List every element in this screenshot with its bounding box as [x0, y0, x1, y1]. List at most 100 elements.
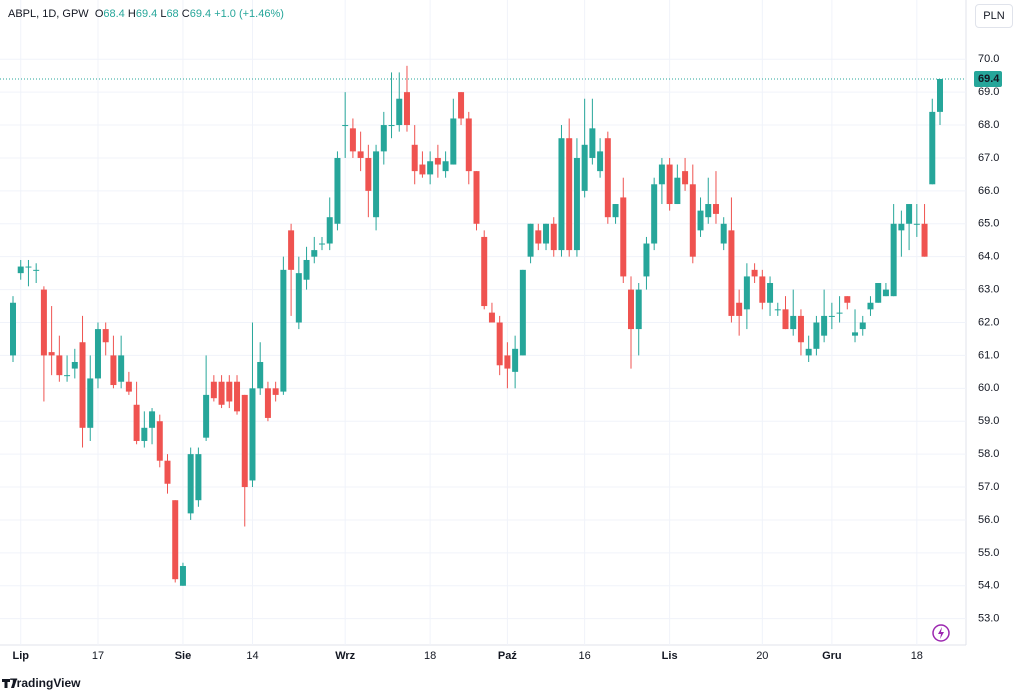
y-tick-label: 56.0 — [978, 514, 999, 526]
change: +1.0 (+1.46%) — [214, 8, 284, 20]
y-tick-label: 55.0 — [978, 547, 999, 559]
candle-body — [10, 302, 16, 356]
x-tick-label: Lis — [662, 650, 678, 662]
candle-body — [651, 184, 658, 244]
candle-body — [597, 151, 604, 172]
candle-body — [674, 177, 681, 205]
candle-body — [566, 138, 573, 251]
candle-body — [25, 266, 32, 268]
candle-body — [635, 289, 642, 330]
candle-body — [906, 204, 913, 224]
candle-body — [720, 223, 727, 244]
candle-body — [56, 355, 63, 376]
candle-body — [512, 348, 519, 372]
ohlc-value: 69.4 — [189, 8, 212, 20]
candle-body — [821, 315, 828, 336]
y-tick-label: 67.0 — [978, 152, 999, 164]
candle-body — [226, 381, 233, 402]
y-tick-label: 58.0 — [978, 448, 999, 460]
candle-body — [311, 250, 318, 257]
candle-body — [295, 273, 302, 323]
candle-body — [828, 315, 835, 317]
candle-body — [712, 204, 719, 214]
candle-body — [365, 157, 372, 191]
candle-body — [658, 164, 665, 185]
candle-body — [689, 184, 696, 257]
candle-body — [442, 161, 449, 172]
x-tick-label: 18 — [911, 650, 923, 662]
candle-body — [797, 315, 804, 343]
candle-body — [867, 302, 874, 310]
candle-body — [87, 378, 94, 428]
currency-button[interactable]: PLN — [975, 4, 1013, 28]
y-tick-label: 53.0 — [978, 613, 999, 625]
y-tick-label: 60.0 — [978, 382, 999, 394]
x-tick-label: Paź — [498, 650, 517, 662]
candle-body — [349, 128, 356, 152]
candle-body — [388, 125, 395, 127]
candle-body — [203, 394, 210, 438]
candle-body — [805, 348, 812, 356]
candle-body — [280, 269, 287, 392]
candle-body — [411, 144, 418, 172]
candle-body — [172, 500, 179, 580]
y-tick-label: 61.0 — [978, 349, 999, 361]
candle-body — [852, 332, 859, 336]
candle-body — [751, 269, 758, 277]
symbol: ABPL, 1D, GPW — [8, 8, 89, 20]
candle-body — [64, 375, 71, 377]
candle-body — [666, 164, 673, 205]
candle-body — [705, 204, 712, 218]
candle-body — [434, 157, 441, 165]
candle-body — [628, 289, 634, 330]
candle-body — [481, 236, 488, 307]
candle-body — [450, 118, 457, 165]
candle-body — [156, 421, 163, 461]
y-tick-label: 57.0 — [978, 481, 999, 493]
candle-body — [736, 302, 743, 316]
y-tick-label: 59.0 — [978, 415, 999, 427]
candle-body — [210, 381, 217, 399]
candle-body — [836, 312, 843, 314]
candle-body — [937, 78, 943, 112]
x-tick-label: Wrz — [335, 650, 355, 662]
candle-body — [535, 230, 542, 244]
y-tick-label: 64.0 — [978, 251, 999, 263]
brand: TradingView — [10, 676, 81, 690]
x-tick-label: Lip — [12, 650, 29, 662]
candle-body — [875, 283, 882, 303]
y-tick-label: 69.0 — [978, 86, 999, 98]
candle-body — [149, 411, 156, 428]
y-tick-label: 70.0 — [978, 53, 999, 65]
candle-body — [519, 269, 526, 356]
candle-body — [33, 269, 40, 271]
candle-body — [125, 381, 132, 392]
candle-body — [558, 138, 565, 251]
grid — [0, 0, 966, 645]
candle-body — [164, 460, 171, 484]
candle-body — [303, 259, 310, 280]
candle-body — [890, 223, 897, 297]
y-tick-label: 62.0 — [978, 316, 999, 328]
flash-icon[interactable] — [932, 624, 950, 642]
x-tick-label: 20 — [756, 650, 768, 662]
candle-body — [697, 210, 704, 231]
candle-body — [427, 161, 434, 175]
candle-body — [581, 144, 588, 191]
x-tick-label: 14 — [246, 650, 258, 662]
candle-body — [326, 217, 333, 244]
candle-body — [767, 283, 774, 303]
x-tick-label: Sie — [175, 650, 192, 662]
candle-body — [110, 355, 117, 386]
candle-body — [898, 223, 905, 231]
logo-icon — [2, 679, 17, 688]
candle-body — [913, 223, 920, 225]
candle-body — [419, 164, 426, 175]
candle-body — [774, 309, 781, 311]
candle-body — [195, 454, 202, 501]
price-label: 69.4 — [978, 73, 1000, 85]
candle-body — [48, 352, 55, 356]
x-tick-label: Gru — [822, 650, 842, 662]
